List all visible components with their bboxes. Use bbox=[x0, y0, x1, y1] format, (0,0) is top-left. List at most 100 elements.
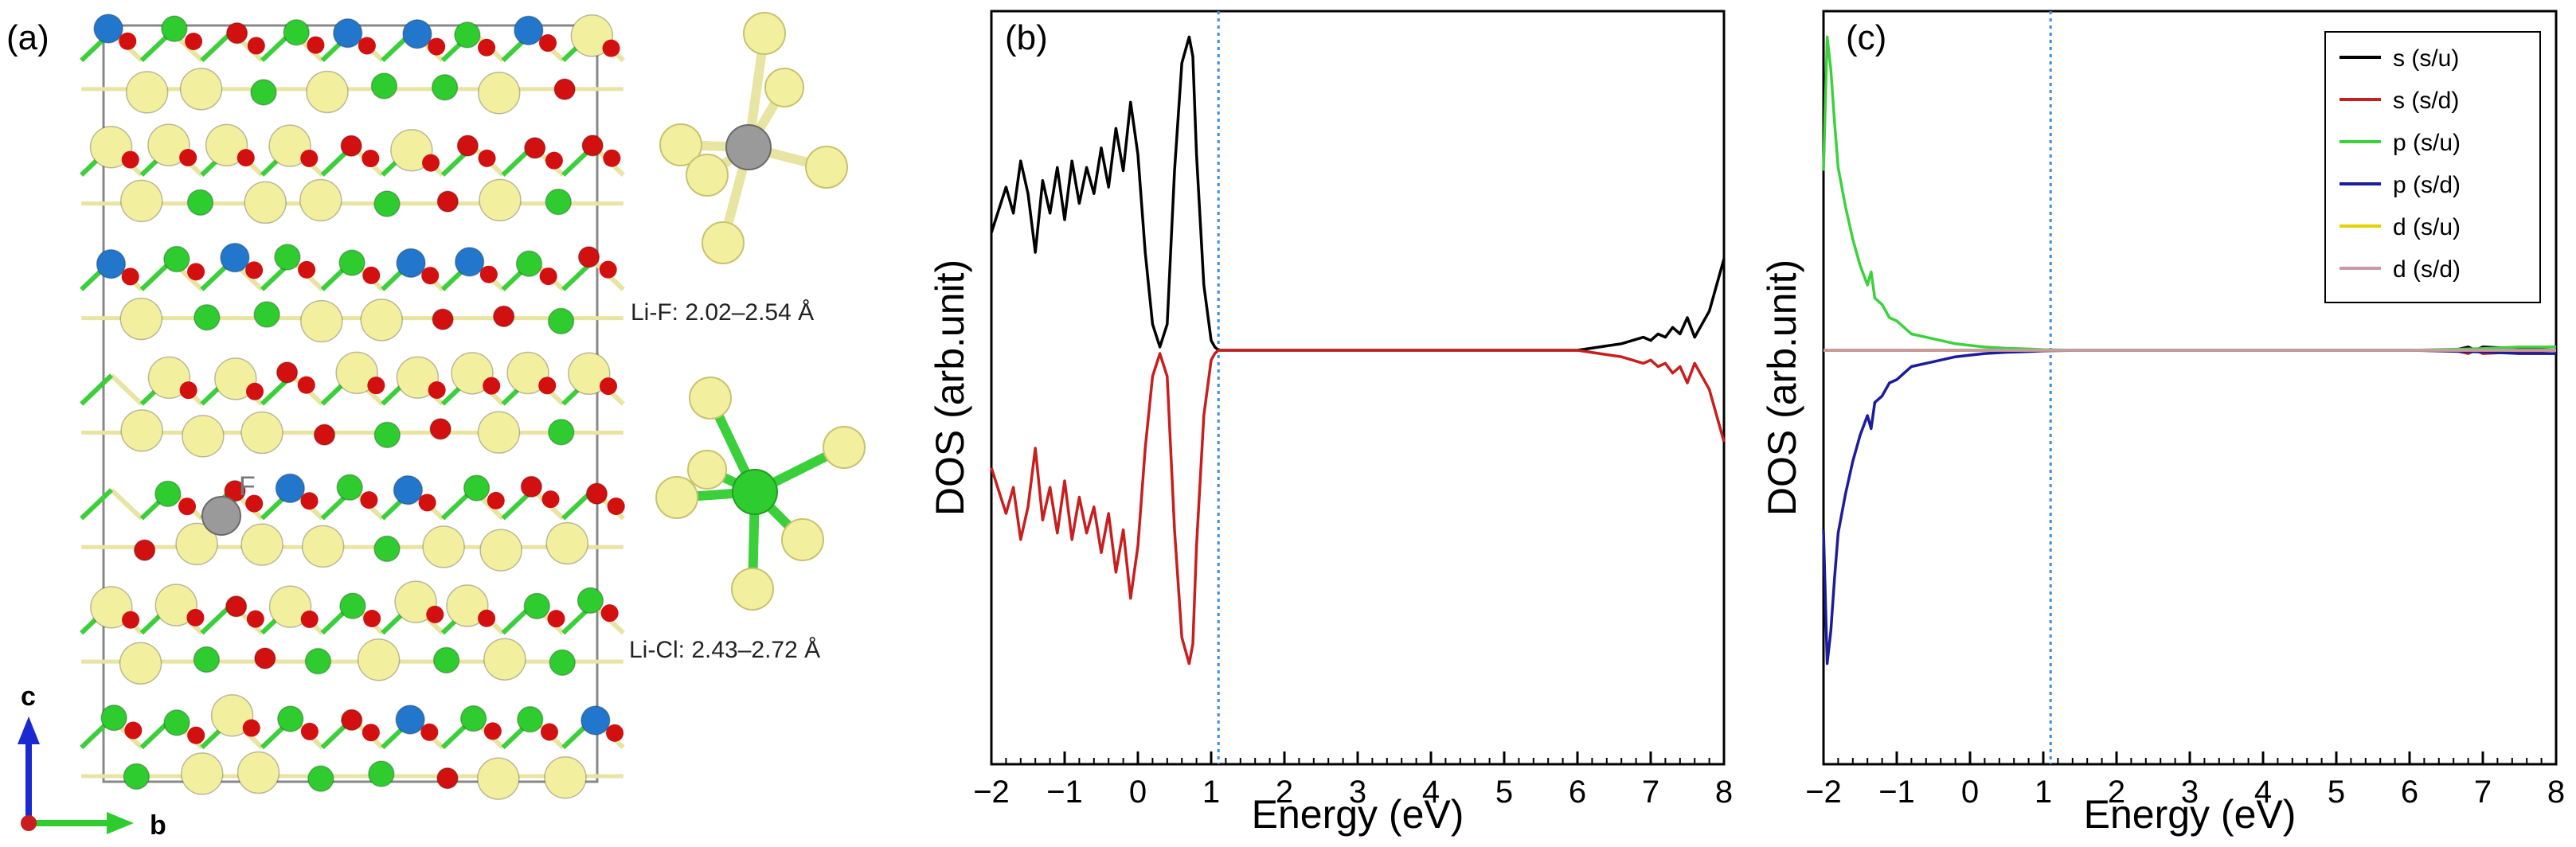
legend-label: p (s/u) bbox=[2393, 130, 2461, 156]
li-atom bbox=[240, 411, 283, 455]
cl-atom bbox=[454, 21, 481, 49]
li-atom bbox=[422, 525, 465, 568]
o-atom bbox=[422, 154, 440, 172]
li-atom bbox=[210, 693, 254, 737]
o-atom bbox=[577, 246, 600, 268]
o-atom bbox=[478, 149, 496, 167]
panel-b-x-tick-label: 6 bbox=[1569, 775, 1586, 810]
o-atom bbox=[540, 723, 558, 741]
cl-atom bbox=[336, 474, 363, 502]
li-atom bbox=[205, 123, 248, 167]
panel-b-x-ticks: −2 −1 0 1 2 3 4 5 6 7 8 bbox=[973, 751, 1733, 810]
metal-atom bbox=[220, 242, 250, 273]
panel-b-series-s-s-u bbox=[990, 35, 1726, 352]
o-atom bbox=[124, 721, 143, 740]
panel-b-x-tick-label: 1 bbox=[1202, 775, 1220, 810]
o-atom bbox=[121, 150, 139, 169]
o-atom bbox=[432, 308, 454, 330]
o-atom bbox=[545, 151, 563, 170]
panel-c-x-tick-label: 4 bbox=[2254, 775, 2272, 810]
o-atom bbox=[245, 261, 264, 279]
panel-b-series-s-s-d bbox=[990, 349, 1726, 666]
o-atom bbox=[300, 722, 319, 740]
li-atom bbox=[268, 124, 311, 167]
li-atom bbox=[299, 178, 342, 222]
li-atom bbox=[477, 72, 521, 115]
panel-b-x-tick-label: −1 bbox=[1046, 775, 1083, 810]
panel-c-x-tick-label: 6 bbox=[2401, 775, 2418, 810]
li-atom bbox=[335, 351, 378, 395]
o-atom bbox=[478, 609, 496, 627]
li-atom bbox=[451, 352, 494, 395]
o-atom bbox=[523, 137, 546, 159]
cl-atom bbox=[283, 19, 310, 46]
o-atom bbox=[340, 708, 363, 732]
li-atom bbox=[179, 68, 223, 111]
legend-label: d (s/d) bbox=[2393, 256, 2461, 283]
o-atom bbox=[246, 610, 264, 628]
metal-atom bbox=[514, 15, 544, 45]
o-atom bbox=[483, 722, 502, 740]
o-atom bbox=[298, 260, 316, 279]
cl-atom bbox=[545, 188, 573, 216]
o-atom bbox=[363, 610, 381, 628]
legend-label: s (s/u) bbox=[2393, 45, 2459, 72]
metal-atom bbox=[402, 18, 432, 49]
panel-c-x-tick-label: 8 bbox=[2547, 775, 2565, 810]
panel-c-x-tick-label: 5 bbox=[2328, 775, 2345, 810]
o-atom bbox=[478, 38, 496, 57]
metal-atom bbox=[93, 14, 123, 44]
cl-bond bbox=[200, 29, 234, 63]
panel-a: (a) F Li-F: 2.02–2.54 Å bbox=[6, 12, 866, 841]
panel-c-x-tick-label: 1 bbox=[2035, 775, 2052, 810]
o-atom bbox=[133, 539, 156, 561]
o-atom bbox=[246, 382, 264, 400]
metal-atom bbox=[332, 18, 363, 49]
o-atom bbox=[225, 595, 248, 618]
o-atom bbox=[539, 34, 557, 53]
li-atom bbox=[119, 297, 163, 341]
cl-atom bbox=[154, 480, 182, 508]
o-atom bbox=[420, 723, 439, 741]
o-atom bbox=[276, 361, 299, 384]
o-atom bbox=[603, 149, 621, 167]
o-atom bbox=[479, 265, 498, 283]
o-atom bbox=[178, 498, 197, 516]
cl-atom bbox=[163, 709, 190, 736]
li-bond bbox=[109, 488, 143, 521]
li-atom bbox=[244, 181, 287, 224]
legend-box bbox=[2324, 31, 2541, 303]
cl-atom bbox=[276, 705, 304, 732]
legend-label: d (s/u) bbox=[2393, 214, 2461, 240]
cl-atom bbox=[459, 705, 487, 732]
panel-b-x-tick-label: 8 bbox=[1715, 775, 1733, 810]
cl-atom bbox=[517, 705, 544, 733]
o-atom bbox=[492, 305, 515, 328]
panel-b-x-tick-label: 4 bbox=[1422, 775, 1440, 810]
f-atom-highlight bbox=[201, 496, 241, 536]
cl-atom bbox=[161, 15, 188, 42]
cl-atom bbox=[370, 72, 398, 100]
o-atom bbox=[236, 149, 255, 167]
li-atom bbox=[89, 126, 133, 169]
o-atom bbox=[225, 21, 248, 45]
panel-c-x-tick-label: −2 bbox=[1805, 775, 1842, 810]
o-atom bbox=[547, 610, 565, 628]
o-atom bbox=[179, 381, 197, 400]
o-atom bbox=[119, 32, 137, 50]
panel-c-series bbox=[1822, 11, 2557, 764]
legend-label: p (s/d) bbox=[2393, 172, 2461, 198]
cl-atom bbox=[253, 301, 280, 328]
o-atom bbox=[541, 490, 560, 509]
f-atom-label: F bbox=[239, 471, 256, 502]
cl-atom bbox=[549, 649, 576, 677]
o-atom bbox=[297, 376, 315, 394]
li-atom bbox=[268, 585, 312, 628]
panel-b: −2 −1 0 1 2 3 4 5 6 7 8 (b) Energy (eV) DOS (arb.u… bbox=[928, 10, 1733, 837]
o-atom bbox=[362, 266, 381, 284]
o-atom bbox=[607, 498, 625, 516]
panel-b-y-axis-title: DOS (arb.unit) bbox=[928, 260, 972, 516]
cl-atom bbox=[523, 592, 551, 620]
li-atom bbox=[360, 299, 403, 342]
o-atom bbox=[581, 135, 604, 157]
